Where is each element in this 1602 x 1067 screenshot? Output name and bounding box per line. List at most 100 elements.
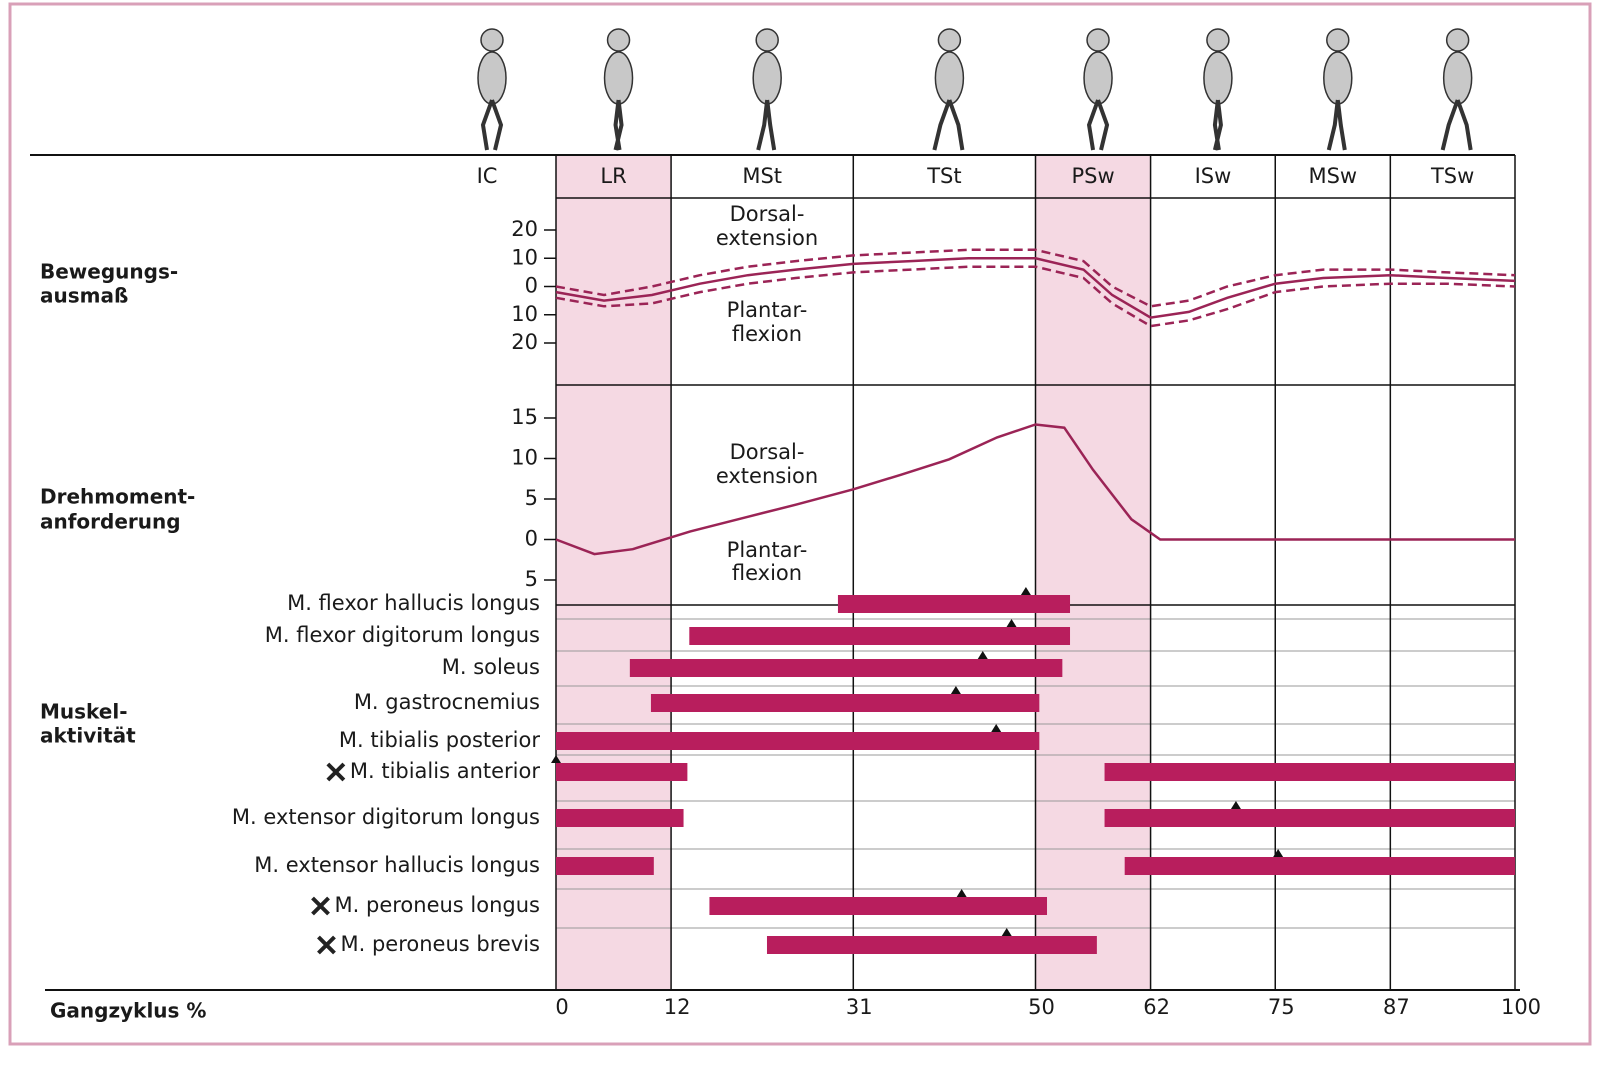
peak-marker (551, 755, 561, 763)
activity-bar (1124, 857, 1515, 875)
figure-legs (932, 99, 965, 151)
figure-body (1083, 51, 1113, 105)
figure-head (606, 28, 631, 52)
peak-marker (1020, 587, 1031, 595)
phase-label: ISw (1195, 164, 1232, 188)
annotation: extension (716, 464, 818, 488)
cross-mark (317, 935, 336, 955)
muscle-label: M. tibialis posterior (339, 728, 540, 752)
y-tick-label: 15 (511, 405, 538, 429)
activity-bar (1104, 763, 1515, 781)
activity-bar (1104, 809, 1515, 827)
annotation: Dorsal- (730, 440, 805, 464)
section-label: Muskel- (40, 700, 128, 724)
figure-head (937, 28, 962, 52)
phase-label: MSt (742, 164, 782, 188)
x-tick-label: 62 (1143, 995, 1170, 1019)
annotation: extension (716, 226, 818, 250)
muscle-label: M. soleus (442, 655, 540, 679)
line (555, 257, 1516, 319)
y-tick-label: 10 (511, 302, 538, 326)
cross-mark (326, 762, 346, 782)
annotation: flexion (732, 322, 802, 346)
figure-legs (1326, 99, 1347, 151)
annotation: Plantar- (727, 298, 808, 322)
muscle-label: M. tibialis anterior (350, 759, 541, 783)
section-label: ausmaß (40, 284, 128, 308)
x-tick-label: 75 (1268, 995, 1295, 1019)
y-tick-label: 5 (525, 486, 538, 510)
figure-legs (1086, 99, 1110, 151)
figure-head (1326, 28, 1350, 52)
line (555, 248, 1516, 308)
y-tick-label: 10 (511, 446, 538, 470)
x-tick-label: 50 (1028, 995, 1055, 1019)
muscle-label: M. flexor hallucis longus (287, 591, 540, 615)
figure-head (755, 28, 779, 52)
activity-bar (837, 595, 1071, 613)
cross-mark (311, 896, 330, 916)
figure-body (934, 51, 965, 105)
x-tick-label: 31 (846, 995, 873, 1019)
figure-body (1442, 51, 1473, 105)
phase-label: LR (600, 164, 626, 188)
figure-head (1086, 28, 1110, 52)
y-tick-label: 0 (525, 527, 538, 551)
annotation: Plantar- (727, 538, 808, 562)
y-tick-label: 10 (511, 245, 538, 269)
muscle-label: M. peroneus longus (335, 893, 540, 917)
x-tick-label: 100 (1501, 995, 1541, 1019)
x-axis-label: Gangzyklus % (50, 999, 206, 1023)
figure-legs (613, 99, 624, 151)
phase-label: PSw (1071, 164, 1114, 188)
line (555, 265, 1516, 328)
peak-marker (950, 686, 961, 694)
figure-legs (1212, 99, 1223, 151)
muscle-label: M. extensor digitorum longus (232, 805, 540, 829)
x-tick-label: 12 (664, 995, 691, 1019)
figure-head (480, 28, 504, 52)
activity-bar (766, 936, 1097, 954)
peak-marker (956, 889, 967, 897)
section-label: anforderung (40, 510, 181, 534)
peak-marker (1230, 801, 1241, 809)
muscle-label: M. flexor digitorum longus (265, 623, 540, 647)
peak-marker (977, 651, 988, 659)
x-tick-label: 0 (555, 995, 568, 1019)
figure-legs (756, 99, 777, 151)
y-tick-label: 20 (511, 330, 538, 354)
section-label: Drehmoment- (40, 485, 195, 509)
figure-body (1323, 51, 1353, 105)
y-tick-label: 0 (525, 274, 538, 298)
figure-head (1445, 28, 1470, 52)
phase-label: TSt (926, 164, 961, 188)
muscle-label: M. peroneus brevis (340, 932, 540, 956)
muscle-label: M. extensor hallucis longus (254, 853, 540, 877)
activity-bar (556, 732, 1040, 750)
phase-label: TSw (1430, 164, 1474, 188)
activity-bar (709, 897, 1048, 915)
figure-legs (1440, 99, 1473, 151)
frame (8, 2, 1592, 1046)
activity-bar (556, 857, 654, 875)
peak-marker (991, 724, 1002, 732)
activity-bar (556, 809, 684, 827)
peak-marker (1273, 849, 1284, 857)
phase-shade (1035, 155, 1151, 990)
figure-body (603, 51, 634, 105)
activity-bar (689, 627, 1071, 645)
muscle-label: M. gastrocnemius (354, 690, 540, 714)
annotation: flexion (732, 561, 802, 585)
peak-marker (1006, 619, 1017, 627)
activity-bar (556, 763, 688, 781)
line (555, 423, 1515, 556)
figure-body (1203, 51, 1233, 105)
figure-legs (480, 99, 504, 151)
figure-head (1206, 28, 1230, 52)
annotation: Dorsal- (730, 202, 805, 226)
x-tick-label: 87 (1383, 995, 1410, 1019)
figure-body (477, 51, 507, 105)
y-tick-label: 5 (525, 567, 538, 591)
phase-label: IC (477, 164, 498, 188)
